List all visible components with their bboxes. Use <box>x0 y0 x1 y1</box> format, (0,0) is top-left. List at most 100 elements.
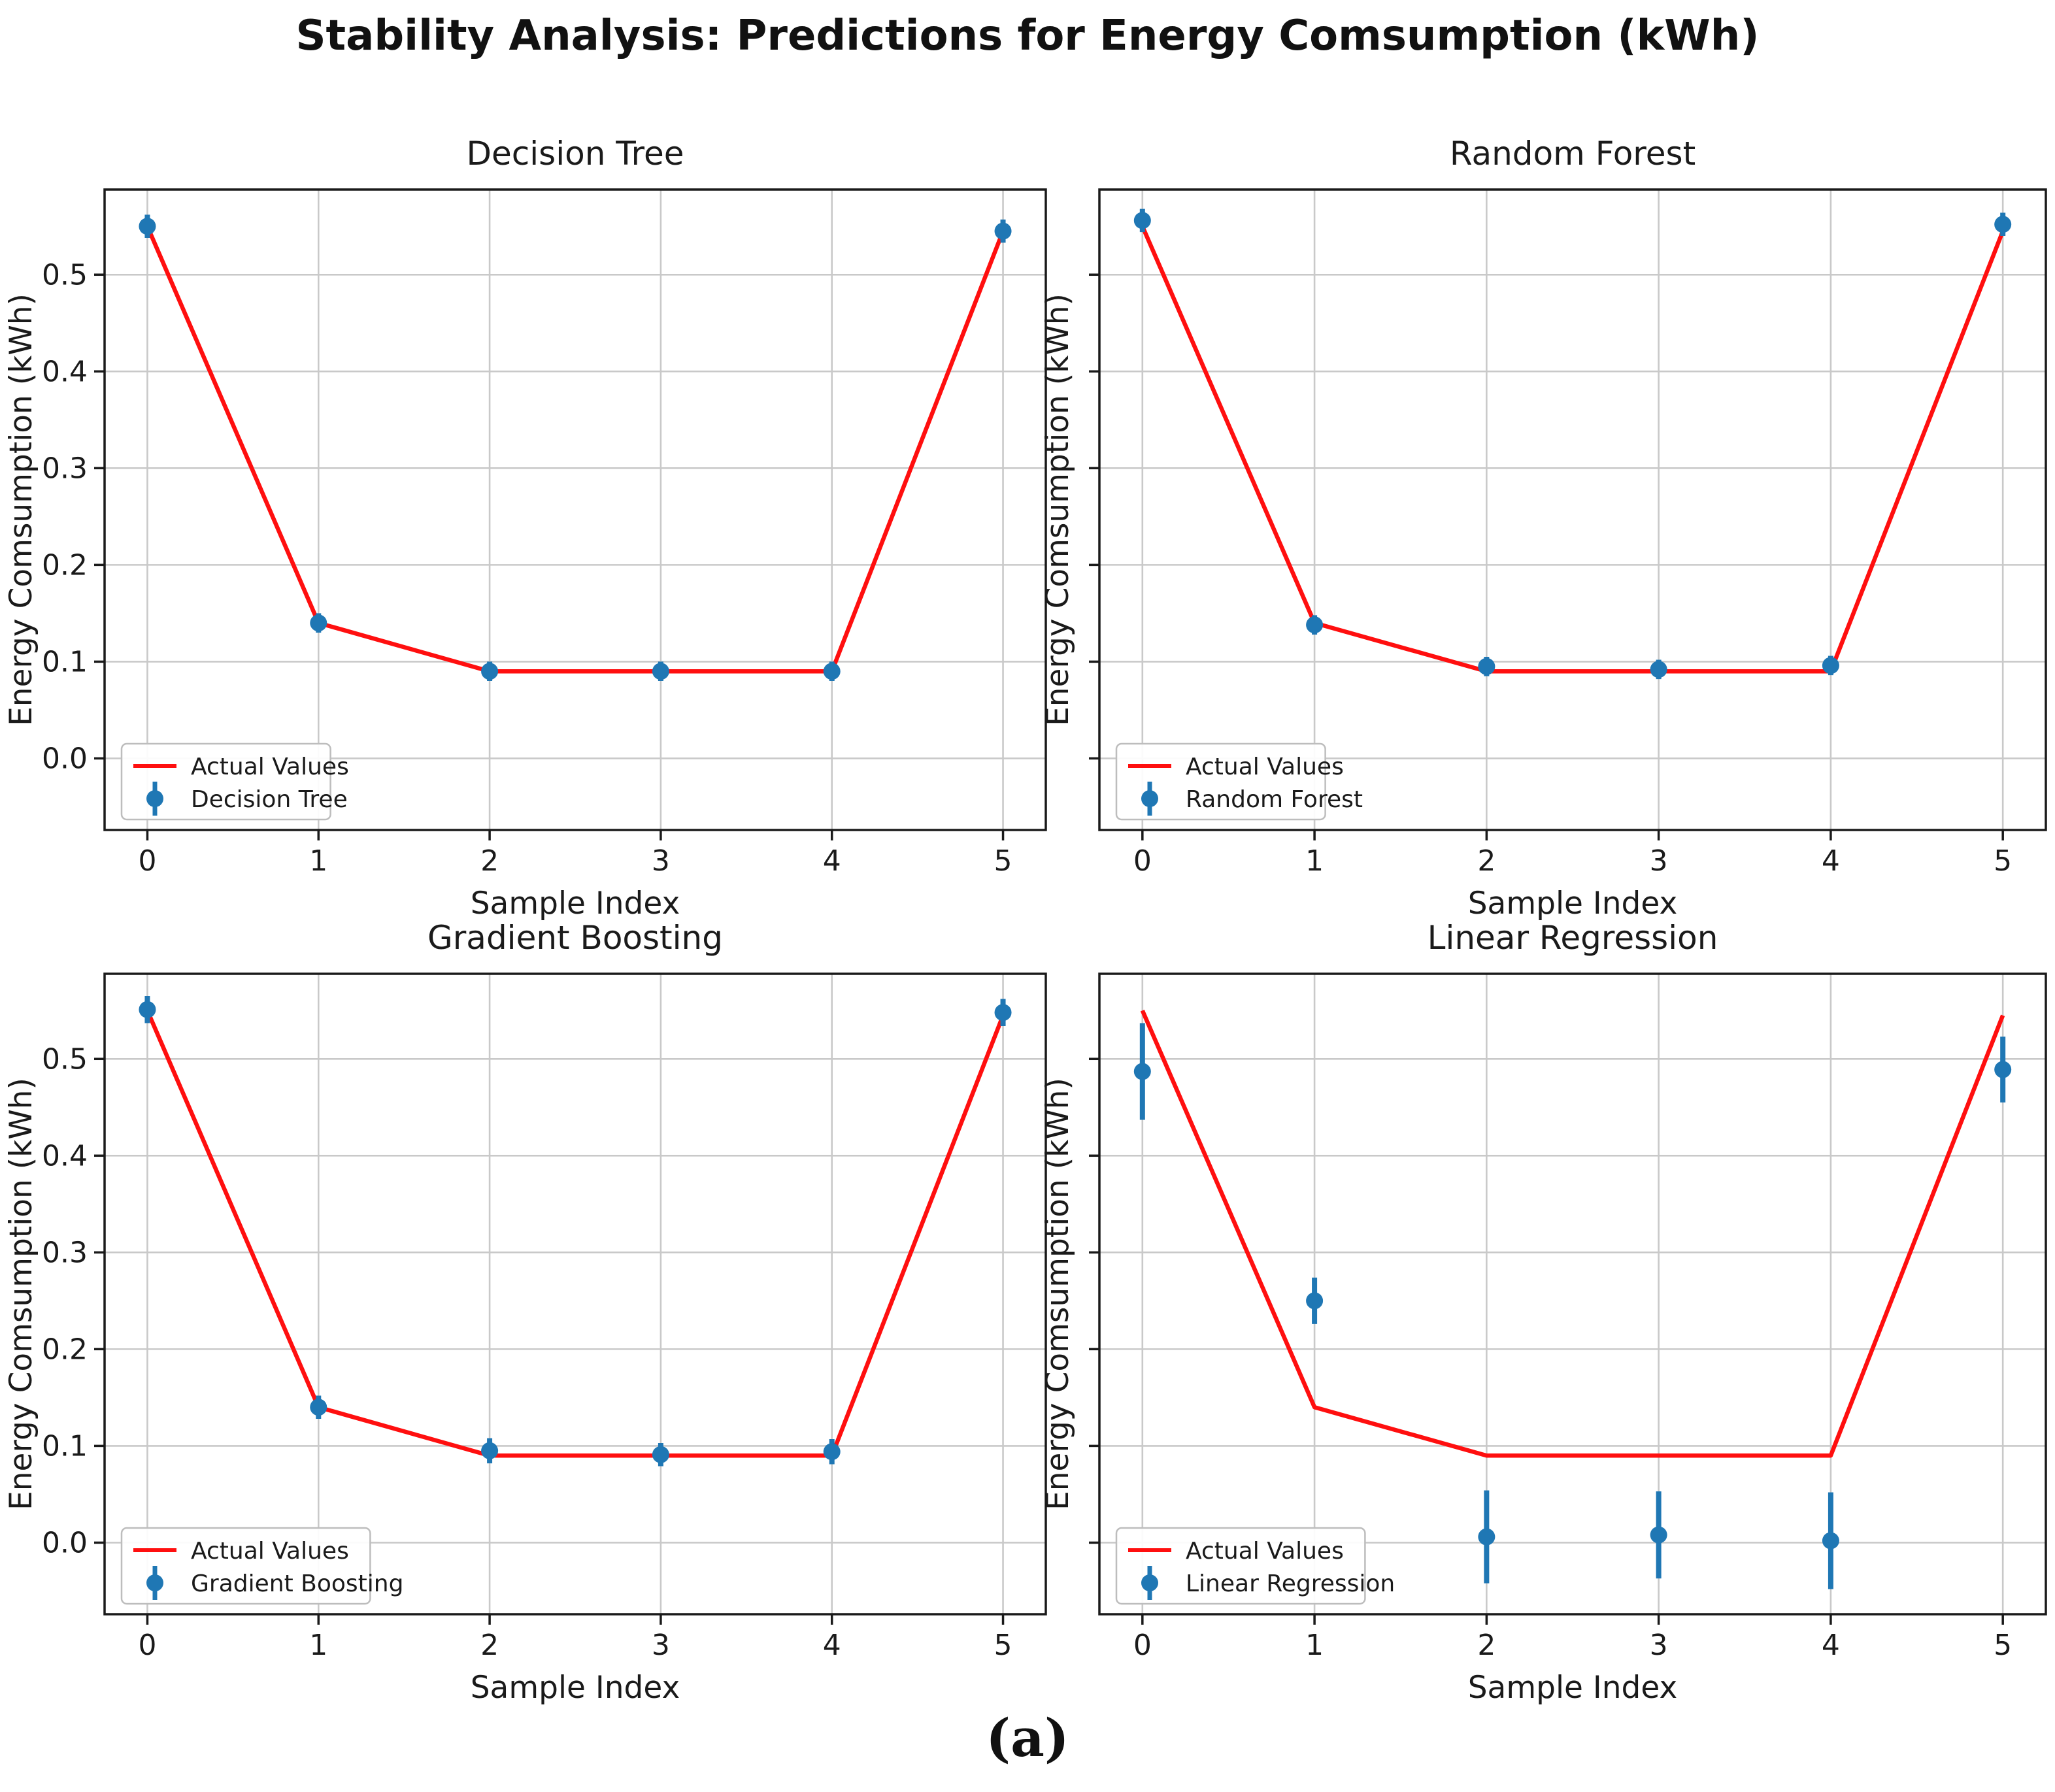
y-tick-label: 0.2 <box>42 548 88 582</box>
legend-marker-sample <box>146 1574 163 1591</box>
x-tick-label: 3 <box>1650 844 1668 878</box>
y-tick-label: 0.0 <box>42 1526 88 1559</box>
x-tick-label: 4 <box>823 844 841 878</box>
axes-frame <box>1098 188 2047 831</box>
prediction-point <box>1994 1061 2012 1078</box>
legend-label: Actual Values <box>191 754 349 780</box>
prediction-point <box>1133 212 1151 229</box>
prediction-point <box>1822 657 1839 674</box>
x-tick-label: 3 <box>1650 1629 1668 1662</box>
x-tick-label: 0 <box>1133 1629 1152 1662</box>
plot-title: Random Forest <box>1450 135 1696 173</box>
x-tick-label: 0 <box>1133 844 1152 878</box>
legend-label: Gradient Boosting <box>191 1570 403 1597</box>
legend-label: Random Forest <box>1186 786 1363 813</box>
prediction-point <box>1650 661 1667 678</box>
plot-title: Gradient Boosting <box>427 919 723 957</box>
x-tick-label: 2 <box>480 1629 499 1662</box>
y-tick-label: 0.1 <box>42 1429 88 1463</box>
x-tick-label: 5 <box>994 844 1012 878</box>
actual-values-line <box>1140 1009 2005 1458</box>
x-tick-label: 1 <box>1305 1629 1324 1662</box>
legend-label: Actual Values <box>191 1538 349 1565</box>
y-axis-label: Energy Comsumption (kWh) <box>1040 293 1076 726</box>
x-axis-label: Sample Index <box>471 886 680 921</box>
prediction-point <box>994 1004 1012 1021</box>
y-tick-label: 0.1 <box>42 645 88 678</box>
legend-box <box>1115 1527 1366 1605</box>
axes-frame <box>103 972 1047 1616</box>
x-tick-label: 5 <box>1994 1629 2012 1662</box>
prediction-point <box>823 1443 841 1461</box>
plot-title: Decision Tree <box>467 135 684 173</box>
prediction-point <box>139 1001 156 1018</box>
prediction-point <box>139 218 156 235</box>
y-tick-label: 0.5 <box>42 258 88 291</box>
x-tick-label: 2 <box>480 844 499 878</box>
prediction-point <box>481 663 499 680</box>
x-tick-label: 4 <box>1822 844 1840 878</box>
y-tick-label: 0.3 <box>42 452 88 485</box>
actual-values-line <box>1140 225 2005 674</box>
prediction-point <box>1822 1532 1839 1550</box>
prediction-point <box>1650 1526 1667 1544</box>
legend-marker-sample <box>1141 790 1158 807</box>
x-tick-label: 0 <box>138 1629 156 1662</box>
x-tick-label: 4 <box>823 1629 841 1662</box>
legend-box <box>1115 742 1326 821</box>
actual-values-line <box>145 1009 1005 1458</box>
x-tick-label: 0 <box>138 844 156 878</box>
x-tick-label: 3 <box>652 1629 670 1662</box>
x-tick-label: 5 <box>994 1629 1012 1662</box>
legend-label: Linear Regression <box>1186 1570 1395 1597</box>
plot-title: Linear Regression <box>1428 919 1718 957</box>
legend-box <box>120 1527 371 1605</box>
prediction-point <box>652 663 669 680</box>
y-axis-label: Energy Comsumption (kWh) <box>3 1078 39 1510</box>
legend-label: Actual Values <box>1186 754 1344 780</box>
x-tick-label: 3 <box>652 844 670 878</box>
subplot-gradient-boosting: 0 1 2 3 4 5 0.0 0.1 0.2 0.3 0.4 0.5 Gradient Boostin… <box>3 919 1047 1706</box>
legend-label: Actual Values <box>1186 1538 1344 1565</box>
x-tick-label: 1 <box>309 844 327 878</box>
prediction-point <box>1478 1528 1495 1546</box>
legend-label: Decision Tree <box>191 786 348 813</box>
x-axis-label: Sample Index <box>471 1670 680 1706</box>
prediction-point <box>481 1442 499 1459</box>
prediction-point <box>1478 657 1495 675</box>
x-tick-label: 5 <box>1994 844 2012 878</box>
prediction-point <box>823 663 841 680</box>
legend-box <box>120 742 331 821</box>
prediction-point <box>1306 616 1324 634</box>
prediction-point <box>1306 1292 1324 1310</box>
legend-marker-sample <box>1141 1574 1158 1591</box>
y-axis-label: Energy Comsumption (kWh) <box>1040 1078 1076 1510</box>
figure-caption: (a) <box>986 1707 1069 1768</box>
x-tick-label: 1 <box>1305 844 1324 878</box>
y-tick-label: 0.2 <box>42 1333 88 1366</box>
x-tick-label: 4 <box>1822 1629 1840 1662</box>
axes-frame <box>103 188 1047 831</box>
y-tick-label: 0.0 <box>42 742 88 775</box>
subplot-random-forest: 0 1 2 3 4 5 Random Forest Sample Index Energy Co… <box>1040 135 2047 921</box>
prediction-point <box>310 614 327 632</box>
x-tick-label: 2 <box>1477 1629 1495 1662</box>
axes-frame <box>1098 972 2047 1616</box>
prediction-point <box>1133 1063 1151 1080</box>
legend-marker-sample <box>146 790 163 807</box>
y-tick-label: 0.4 <box>42 355 88 388</box>
y-tick-label: 0.4 <box>42 1139 88 1172</box>
x-tick-label: 2 <box>1477 844 1495 878</box>
subplot-decision-tree: 0 1 2 3 4 5 0.0 0.1 0.2 0.3 0.4 0.5 Decision Tree Sam… <box>3 135 1047 921</box>
subplot-linear-regression: 0 1 2 3 4 5 Linear Regression Sample Index Energ… <box>1040 919 2047 1706</box>
actual-values-line <box>145 225 1005 674</box>
figure-suptitle: Stability Analysis: Predictions for Ener… <box>295 12 1760 60</box>
prediction-point <box>994 222 1012 240</box>
y-tick-label: 0.3 <box>42 1236 88 1269</box>
x-axis-label: Sample Index <box>1468 1670 1678 1706</box>
y-axis-label: Energy Comsumption (kWh) <box>3 293 39 726</box>
x-tick-label: 1 <box>309 1629 327 1662</box>
y-tick-label: 0.5 <box>42 1042 88 1076</box>
prediction-point <box>1994 216 2012 233</box>
